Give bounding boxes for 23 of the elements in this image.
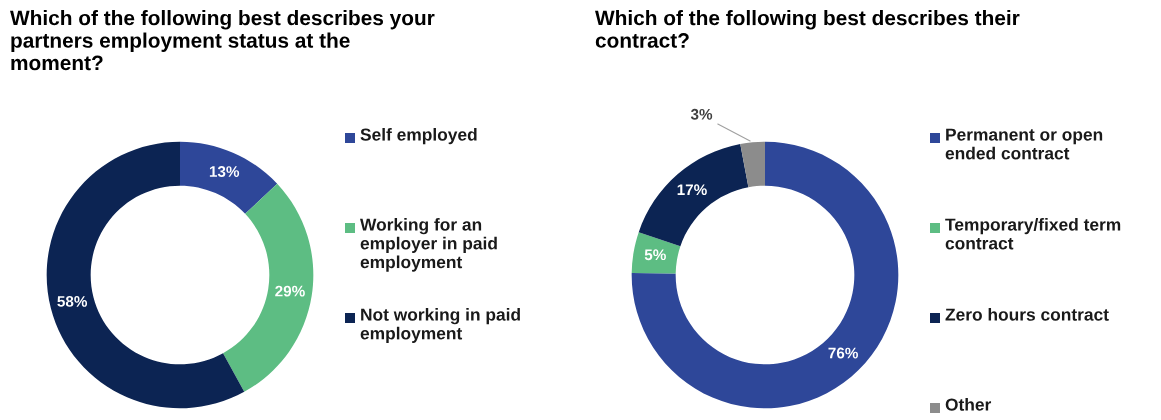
data-label: 17% [677, 184, 707, 196]
legend-label: Temporary/fixed term contract [945, 218, 1121, 250]
legend-label: Zero hours contract [945, 308, 1109, 321]
legend-label: Working for an employer in paid employment [360, 218, 497, 272]
donut-slice [740, 141, 765, 188]
donut-slice [223, 183, 314, 392]
donut-slice [631, 141, 899, 409]
data-label: 5% [644, 249, 666, 261]
data-label: 3% [690, 108, 713, 120]
legend-label: Other [945, 398, 992, 411]
data-label: 58% [57, 295, 88, 307]
chart-title: Which of the following best describes their contract? [595, 10, 1020, 48]
data-label: 76% [828, 347, 858, 359]
donut-slice [46, 141, 245, 409]
donut-slice [180, 141, 278, 214]
chart-title: Which of the following best describes your partners employment status at the moment? [10, 10, 435, 71]
donut-slice [631, 232, 681, 274]
legend-label: Self employed [360, 128, 477, 145]
data-label: 29% [275, 285, 305, 297]
data-label: 13% [209, 166, 240, 177]
donut-slice [638, 143, 749, 247]
legend-label: Not working in paid employment [360, 308, 520, 343]
legend-label: Permanent or open ended contract [945, 128, 1103, 160]
